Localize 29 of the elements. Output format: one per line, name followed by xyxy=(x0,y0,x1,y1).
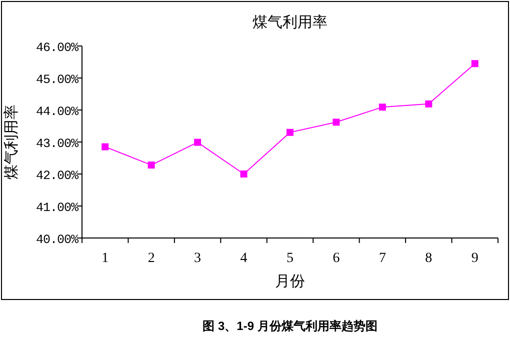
y-axis-title: 煤气利用率 xyxy=(3,104,20,180)
point xyxy=(102,143,109,150)
y-tick-label: 46.00% xyxy=(36,41,79,55)
y-tick-label: 40.00% xyxy=(36,233,79,247)
point xyxy=(148,162,155,169)
point xyxy=(425,100,432,108)
point xyxy=(194,138,202,146)
x-tick-label: 7 xyxy=(378,251,386,266)
x-tick-label: 6 xyxy=(332,251,340,266)
point xyxy=(240,170,248,178)
y-tick-label: 44.00% xyxy=(36,105,79,119)
point xyxy=(471,60,478,68)
y-tick-label: 41.00% xyxy=(36,201,79,215)
chart-title: 煤气利用率 xyxy=(252,14,328,31)
x-axis-title: 月份 xyxy=(275,273,305,290)
caption: 图 3、1-9 月份煤气利用率趋势图 xyxy=(202,319,378,333)
x-tick-label: 1 xyxy=(102,251,109,266)
x-tick-label: 4 xyxy=(240,251,248,266)
y-tick-label: 45.00% xyxy=(36,73,79,87)
y-tick-label: 43.00% xyxy=(36,137,79,151)
point xyxy=(286,128,294,136)
x-tick-label: 2 xyxy=(148,251,155,266)
point xyxy=(332,118,340,126)
x-tick-label: 5 xyxy=(286,251,294,266)
y-tick-label: 42.00% xyxy=(36,169,79,183)
x-tick-label: 8 xyxy=(425,251,432,266)
point xyxy=(378,104,386,111)
x-tick-label: 3 xyxy=(194,251,202,266)
x-tick-label: 9 xyxy=(471,251,478,266)
